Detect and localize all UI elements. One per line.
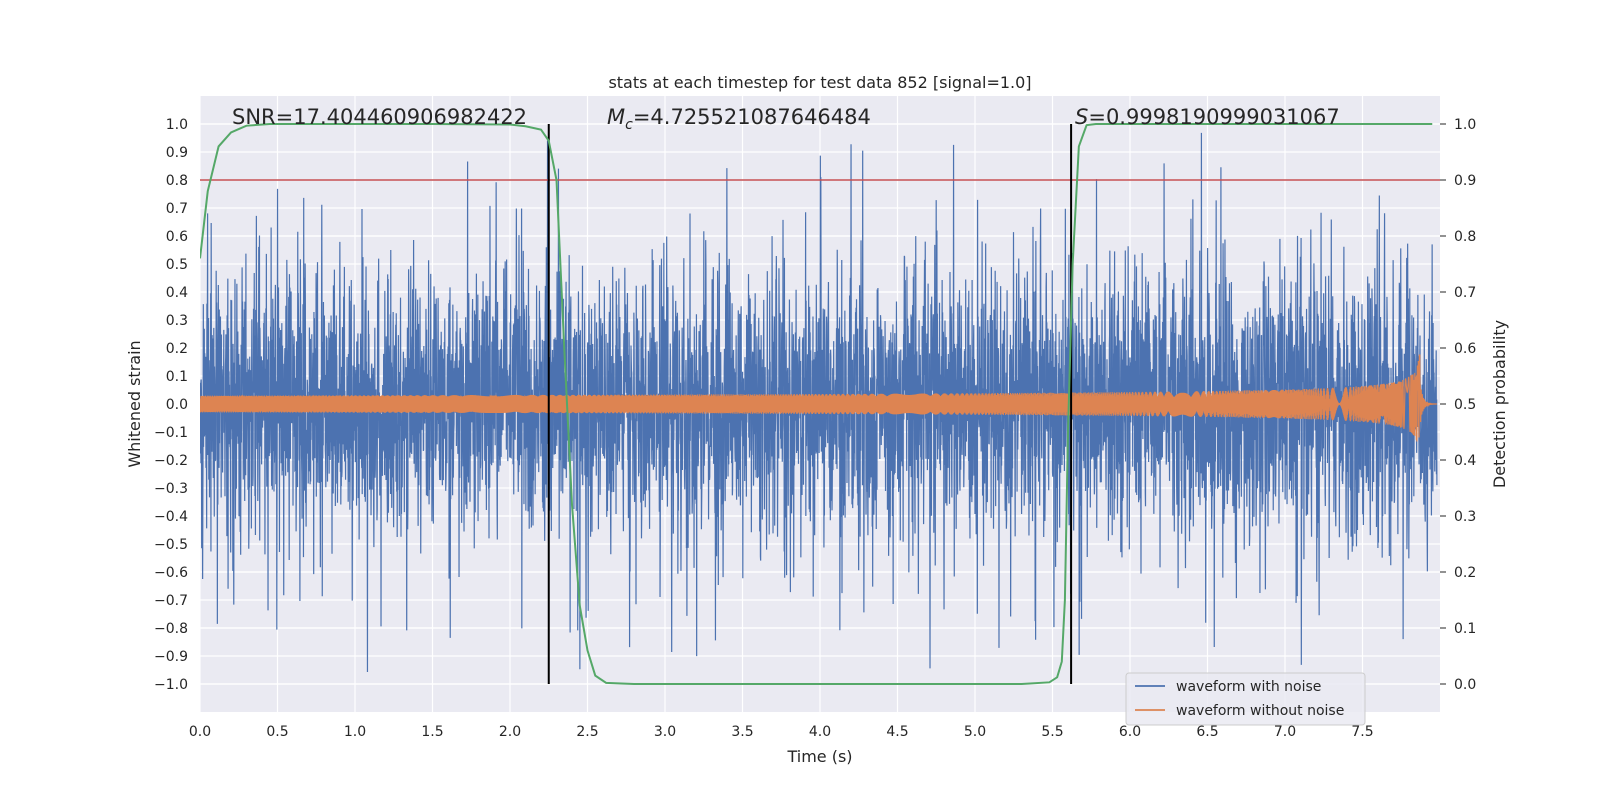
x-tick-label: 7.0: [1274, 724, 1296, 740]
y-tick-label: 0.8: [166, 173, 188, 189]
y-tick-label: 0.7: [166, 201, 188, 217]
y-tick-label: 0.0: [166, 397, 188, 413]
y-tick-label: −0.2: [154, 453, 188, 469]
y-tick-label: −0.8: [154, 621, 188, 637]
y-tick-label: 0.1: [166, 369, 188, 385]
snr-annotation: SNR=17.404460906982422: [232, 105, 527, 129]
chart-title: stats at each timestep for test data 852…: [608, 73, 1031, 92]
y2-axis-label: Detection probability: [1490, 320, 1509, 488]
y-tick-label: 0.9: [166, 145, 188, 161]
y2-tick-label: 1.0: [1454, 117, 1476, 133]
x-tick-label: 3.0: [654, 724, 676, 740]
y2-tick-label: 0.2: [1454, 565, 1476, 581]
y2-tick-label: 0.5: [1454, 397, 1476, 413]
y-tick-label: 0.6: [166, 229, 188, 245]
y2-tick-label: 0.7: [1454, 285, 1476, 301]
y-tick-label: −0.4: [154, 509, 188, 525]
x-tick-label: 4.0: [809, 724, 831, 740]
y-tick-label: 0.3: [166, 313, 188, 329]
x-tick-label: 3.5: [731, 724, 753, 740]
y-tick-label: −0.6: [154, 565, 188, 581]
y2-tick-label: 0.4: [1454, 453, 1476, 469]
x-tick-label: 1.5: [421, 724, 443, 740]
series-detection-probability: [200, 123, 1433, 685]
x-tick-label: 7.5: [1351, 724, 1373, 740]
x-tick-label: 1.0: [344, 724, 366, 740]
chirp-mass-annotation: Mc=4.725521087646484: [607, 105, 871, 133]
x-tick-label: 6.0: [1119, 724, 1141, 740]
x-tick-label: 4.5: [886, 724, 908, 740]
y2-axis-ticks: 1.0 0.9 0.8 0.7 0.6 0.5 0.4 0.3 0.2 0.1 0.0: [1440, 117, 1476, 693]
y-axis-label: Whitened strain: [125, 340, 144, 467]
y-tick-label: −0.1: [154, 425, 188, 441]
y2-tick-label: 0.1: [1454, 621, 1476, 637]
legend-label-noise: waveform with noise: [1176, 679, 1321, 695]
x-tick-label: 5.0: [964, 724, 986, 740]
x-axis-label: Time (s): [786, 747, 852, 766]
x-tick-label: 6.5: [1196, 724, 1218, 740]
y2-tick-label: 0.6: [1454, 341, 1476, 357]
y2-tick-label: 0.8: [1454, 229, 1476, 245]
y-axis-ticks: 1.0 0.9 0.8 0.7 0.6 0.5 0.4 0.3 0.2 0.1 0.0 −0.1 −0.…: [154, 117, 188, 693]
y2-tick-label: 0.0: [1454, 677, 1476, 693]
x-tick-label: 0.0: [189, 724, 211, 740]
y-tick-label: 0.2: [166, 341, 188, 357]
y2-tick-label: 0.3: [1454, 509, 1476, 525]
y-tick-label: 0.5: [166, 257, 188, 273]
y-tick-label: −1.0: [154, 677, 188, 693]
x-tick-label: 0.5: [266, 724, 288, 740]
y-tick-label: −0.9: [154, 649, 188, 665]
series-waveform-with-noise: [200, 132, 1438, 672]
y-tick-label: −0.3: [154, 481, 188, 497]
y-tick-label: 0.4: [166, 285, 188, 301]
series-waveform-without-noise: [200, 354, 1437, 442]
detection-score-annotation: S=0.9998190999031067: [1075, 105, 1340, 129]
x-tick-label: 2.0: [499, 724, 521, 740]
vertical-markers: [547, 124, 1073, 684]
x-tick-label: 5.5: [1041, 724, 1063, 740]
legend-box: [1125, 672, 1366, 726]
y-tick-label: −0.5: [154, 537, 188, 553]
x-axis-ticks: 0.0 0.5 1.0 1.5 2.0 2.5 3.0 3.5 4.0 4.5 5.0 5.5 6.0 6…: [189, 724, 1374, 740]
legend-label-clean: waveform without noise: [1176, 703, 1344, 719]
y-tick-label: 1.0: [166, 117, 188, 133]
legend: waveform with noise waveform without noi…: [1125, 672, 1366, 726]
y2-tick-label: 0.9: [1454, 173, 1476, 189]
plot-area: [200, 123, 1440, 685]
y-tick-label: −0.7: [154, 593, 188, 609]
x-tick-label: 2.5: [576, 724, 598, 740]
